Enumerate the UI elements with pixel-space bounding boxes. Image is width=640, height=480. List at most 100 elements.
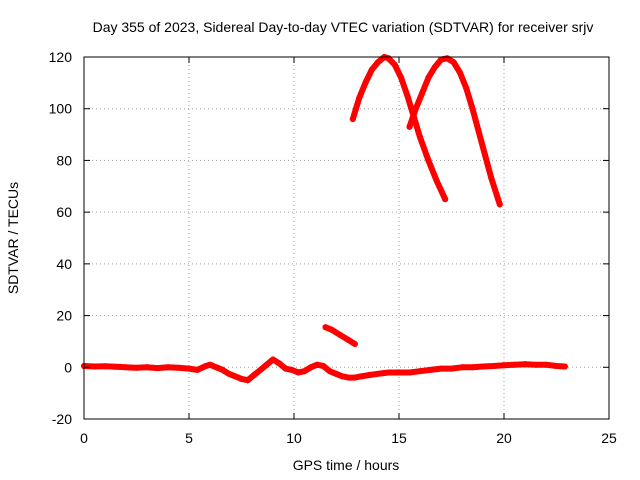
data-point — [301, 368, 308, 375]
data-point — [112, 363, 119, 370]
data-point — [448, 365, 455, 372]
data-point — [438, 56, 444, 63]
y-tick-label: -20 — [52, 411, 72, 427]
data-point — [351, 341, 358, 348]
data-point — [398, 74, 405, 81]
data-point — [496, 201, 503, 208]
ticks — [83, 56, 610, 420]
chart-title: Day 355 of 2023, Sidereal Day-to-day VTE… — [93, 19, 594, 35]
data-point — [314, 361, 321, 368]
data-point — [406, 369, 413, 376]
data-point — [444, 55, 451, 62]
data-point — [263, 361, 270, 368]
data-point — [482, 152, 489, 159]
x-tick-label: 15 — [391, 430, 407, 446]
data-point — [488, 175, 495, 182]
data-point — [320, 362, 327, 369]
data-point — [438, 365, 444, 372]
data-point — [459, 364, 465, 371]
series-line-3 — [406, 55, 503, 208]
data-point — [326, 368, 333, 375]
data-point — [425, 157, 432, 164]
data-point — [351, 374, 358, 381]
series-layer — [81, 54, 568, 384]
y-tick-label: 40 — [56, 256, 72, 272]
x-tick-label: 5 — [185, 430, 193, 446]
data-point — [368, 66, 375, 73]
data-point — [295, 369, 302, 376]
data-point — [133, 364, 140, 371]
data-point — [543, 361, 549, 368]
data-point — [553, 362, 560, 369]
data-point — [337, 331, 344, 338]
data-point — [186, 365, 192, 372]
data-point — [469, 105, 476, 112]
data-point — [232, 373, 239, 380]
data-point — [207, 361, 213, 368]
data-point — [385, 369, 392, 376]
data-point — [391, 61, 398, 68]
data-point — [349, 116, 356, 123]
data-point — [417, 134, 423, 141]
x-tick-label: 10 — [286, 430, 302, 446]
data-point — [333, 370, 339, 377]
y-tick-label: 0 — [64, 359, 72, 375]
data-point — [238, 375, 245, 382]
y-tick-label: 60 — [56, 204, 72, 220]
data-point — [356, 95, 363, 102]
data-point — [532, 361, 539, 368]
data-point — [307, 364, 314, 371]
data-point — [469, 364, 476, 371]
data-point — [244, 377, 251, 384]
data-point — [450, 59, 457, 66]
data-point — [475, 128, 482, 135]
data-point — [511, 361, 518, 368]
data-point — [257, 366, 264, 373]
data-point — [396, 369, 402, 376]
plot-frame — [83, 56, 610, 420]
data-point — [175, 364, 182, 371]
data-point — [404, 92, 411, 99]
data-point — [433, 178, 440, 185]
data-point — [375, 370, 381, 377]
data-point — [425, 74, 432, 81]
data-point — [385, 55, 392, 62]
data-point — [282, 365, 289, 372]
data-point — [270, 356, 276, 363]
data-point — [480, 363, 486, 370]
data-point — [91, 363, 98, 370]
data-point — [225, 370, 232, 377]
y-tick-labels: -20 0 20 40 60 80 100 120 — [49, 49, 73, 427]
y-tick-label: 120 — [49, 49, 73, 65]
grid — [84, 57, 609, 419]
data-point — [288, 366, 295, 373]
y-tick-label: 100 — [49, 101, 73, 117]
data-point — [431, 64, 438, 71]
x-tick-label: 0 — [80, 430, 88, 446]
y-axis-label: SDTVAR / TECUs — [5, 182, 21, 294]
data-point — [419, 90, 426, 97]
data-point — [328, 326, 335, 333]
data-point — [251, 372, 258, 379]
data-point — [219, 366, 226, 373]
data-point — [366, 372, 373, 379]
data-point — [362, 79, 369, 86]
data-point — [123, 364, 129, 371]
series-line-0 — [81, 356, 568, 384]
data-point — [194, 366, 201, 373]
data-point — [501, 362, 507, 369]
data-point — [427, 366, 434, 373]
data-point — [417, 368, 423, 375]
x-tick-label: 20 — [496, 430, 512, 446]
data-point — [463, 85, 470, 92]
data-point — [358, 373, 365, 380]
data-point — [522, 361, 528, 368]
y-tick-label: 20 — [56, 308, 72, 324]
data-point — [375, 59, 381, 66]
data-point — [322, 324, 329, 331]
data-point — [561, 363, 568, 370]
data-point — [213, 364, 220, 371]
data-point — [406, 123, 413, 130]
data-point — [339, 373, 346, 380]
